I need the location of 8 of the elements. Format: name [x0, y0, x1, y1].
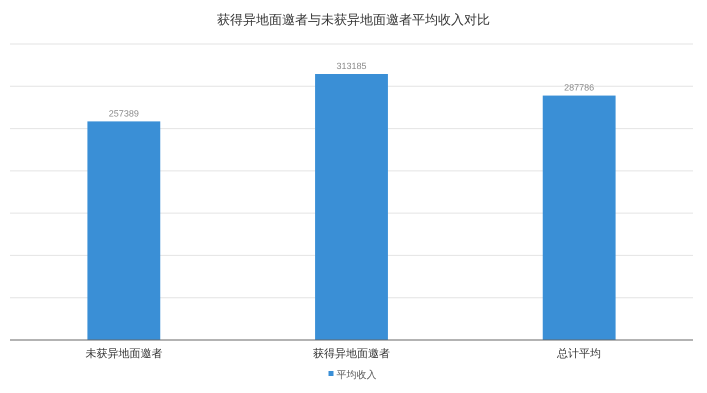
data-label: 257389 [108, 108, 139, 118]
x-tick-label: 获得异地面邀者 [313, 347, 390, 360]
data-label: 313185 [336, 61, 367, 71]
data-label: 287786 [564, 82, 594, 93]
legend-label: 平均收入 [336, 369, 376, 381]
x-tick-label: 总计平均 [556, 347, 602, 360]
chart-title: 获得异地面邀者与未获异地面邀者平均收入对比 [217, 12, 490, 27]
x-tick-label: 未获异地面邀者 [85, 347, 162, 360]
